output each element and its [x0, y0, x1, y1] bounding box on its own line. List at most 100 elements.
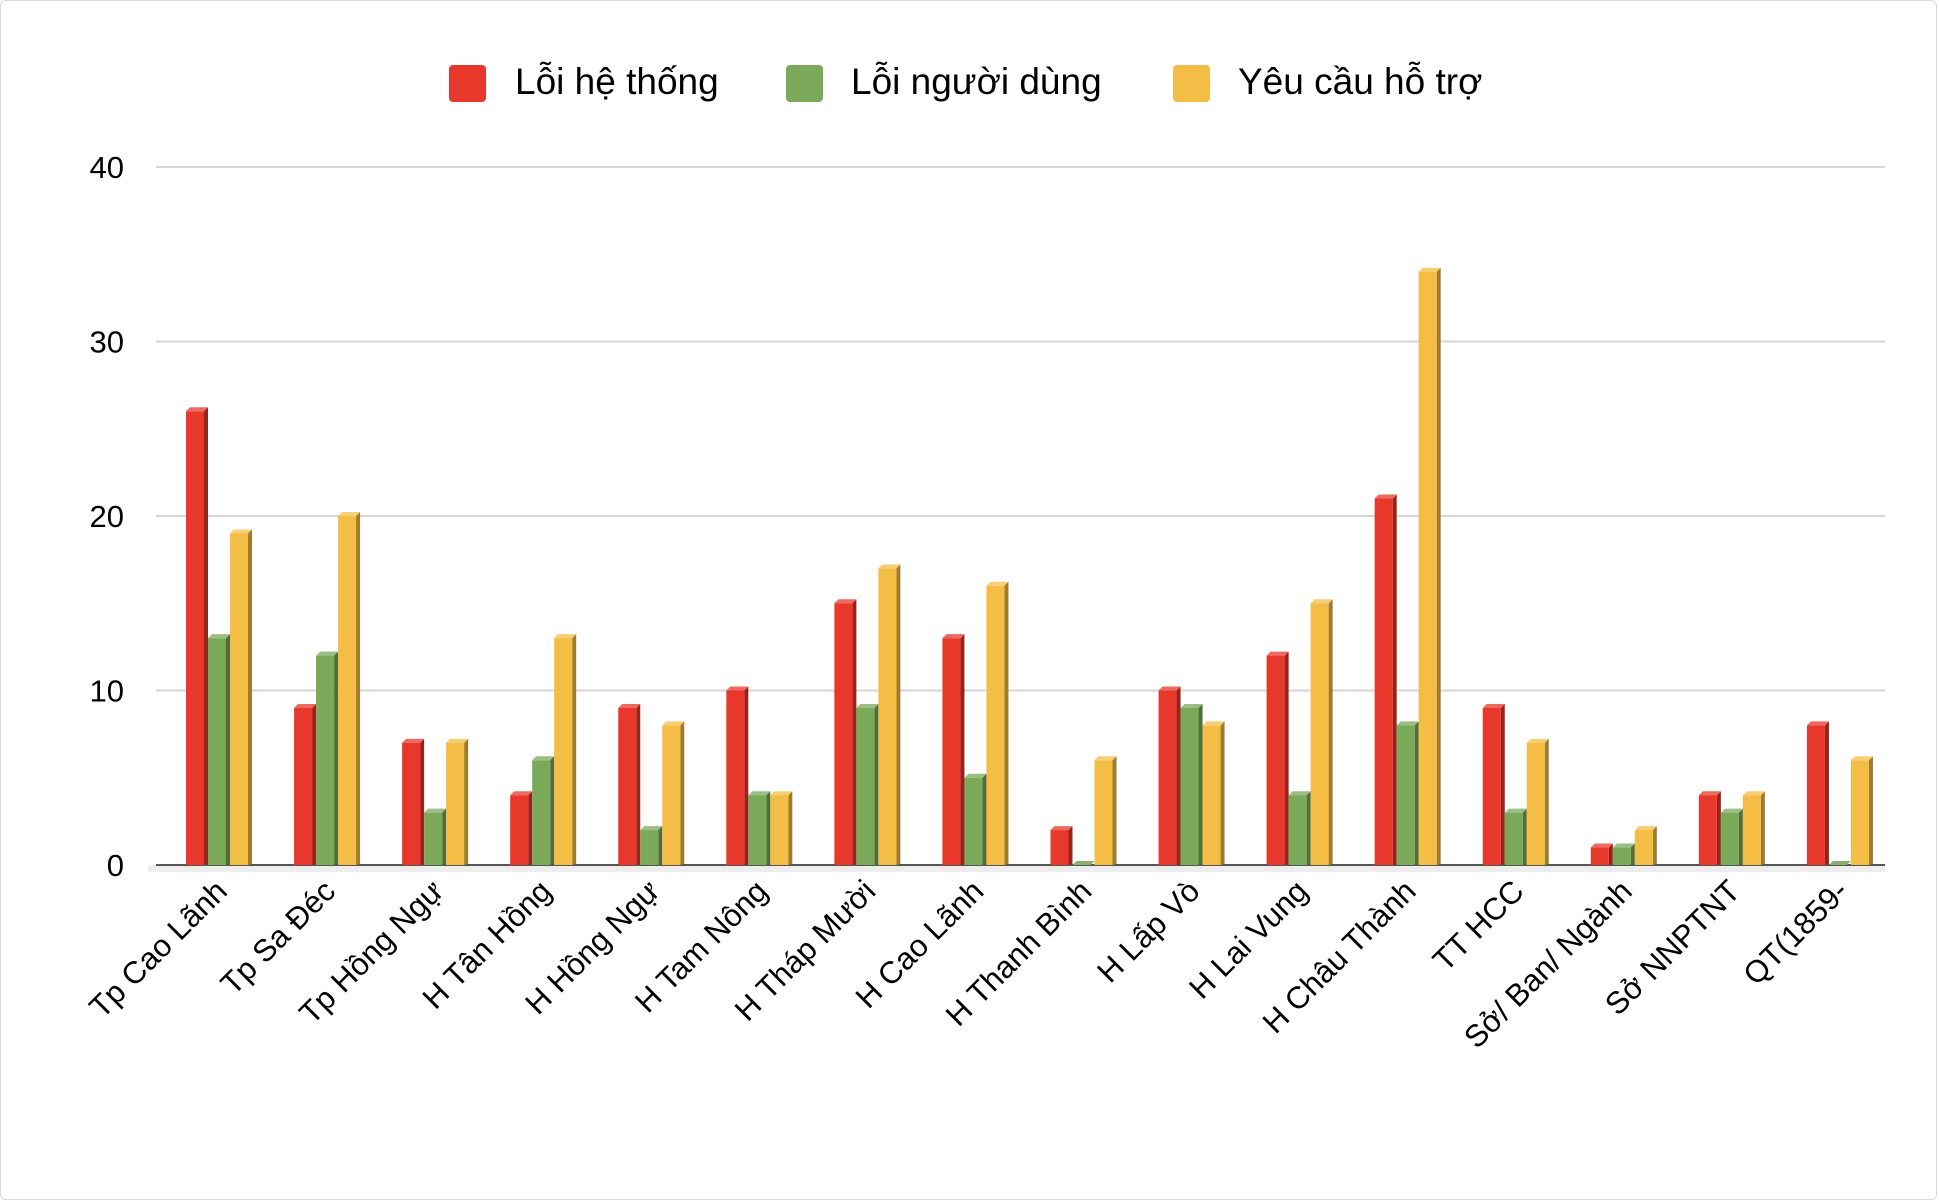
- bar: [770, 791, 793, 865]
- bars: [186, 267, 1873, 865]
- bar-front: [834, 603, 853, 865]
- bar-top: [1612, 843, 1635, 848]
- bar-top: [1698, 791, 1721, 796]
- bar: [294, 703, 317, 865]
- bar-side: [852, 599, 857, 865]
- bar-top: [424, 808, 447, 813]
- x-tick-label: QT(1859-: [1736, 873, 1855, 992]
- bar-top: [1180, 703, 1203, 708]
- bar-top: [662, 721, 685, 726]
- bar-side: [464, 738, 469, 865]
- bar: [1158, 686, 1181, 865]
- bar: [618, 703, 641, 865]
- bar: [510, 791, 533, 865]
- bar-front: [1526, 742, 1545, 865]
- bar-front: [446, 742, 465, 865]
- bar-top: [1094, 756, 1117, 761]
- bar: [1828, 861, 1851, 865]
- bar-side: [550, 756, 555, 865]
- bar-side: [636, 703, 641, 865]
- bar: [1180, 703, 1203, 865]
- bar-top: [770, 791, 793, 796]
- bar: [1806, 721, 1829, 865]
- bar-front: [1158, 690, 1177, 865]
- bar-front: [1374, 498, 1393, 865]
- bar: [1072, 861, 1095, 865]
- bar-front: [186, 411, 204, 865]
- bar-top: [834, 599, 857, 604]
- bar-side: [312, 703, 317, 865]
- bar-side: [1738, 808, 1743, 865]
- bar-top: [1828, 861, 1851, 865]
- bar: [402, 738, 425, 865]
- legend: Lỗi hệ thống Lỗi người dùng Yêu cầu hỗ trợ: [449, 61, 1482, 102]
- bar: [726, 686, 749, 865]
- bar-front: [964, 777, 983, 865]
- bar-front: [1418, 271, 1437, 865]
- bar-side: [1436, 267, 1441, 865]
- bar-side: [1608, 843, 1613, 865]
- bar-top: [1288, 791, 1311, 796]
- legend-label: Lỗi người dùng: [851, 61, 1102, 102]
- bar-front: [1742, 795, 1761, 865]
- bar-front: [856, 707, 875, 865]
- bar: [230, 529, 252, 865]
- bar-side: [1284, 651, 1289, 865]
- bar-front: [554, 638, 573, 865]
- bar: [1482, 703, 1505, 865]
- gridlines: [148, 166, 1885, 872]
- bar-front: [726, 690, 745, 865]
- bar-side: [1220, 721, 1225, 865]
- bar-side: [1652, 826, 1657, 865]
- bar-side: [1306, 791, 1311, 865]
- y-tick-label: 10: [90, 674, 124, 709]
- bar-top: [1266, 651, 1289, 656]
- bar-top: [1418, 267, 1441, 272]
- bar-top: [186, 407, 208, 412]
- bar-top: [1072, 861, 1095, 865]
- legend-label: Lỗi hệ thống: [515, 61, 719, 102]
- bar-side: [788, 791, 793, 865]
- y-tick-label: 0: [107, 848, 124, 883]
- bar: [1266, 651, 1289, 865]
- bar: [1288, 791, 1311, 865]
- bar-front: [1396, 725, 1415, 865]
- bar: [208, 634, 230, 865]
- bar-side: [1068, 826, 1073, 865]
- bar-top: [1720, 808, 1743, 813]
- y-tick-label: 20: [90, 499, 124, 534]
- y-axis: 0 10 20 30 40: [90, 150, 124, 883]
- bar: [554, 634, 577, 865]
- bar: [446, 738, 469, 865]
- bar-side: [744, 686, 749, 865]
- legend-swatch: [786, 65, 823, 102]
- bar-front: [748, 795, 767, 865]
- bar: [1850, 756, 1873, 865]
- bar-top: [748, 791, 771, 796]
- bar-front: [1288, 795, 1307, 865]
- bar: [1202, 721, 1225, 865]
- bar: [878, 564, 901, 865]
- bar-side: [960, 634, 965, 865]
- bar-side: [766, 791, 771, 865]
- bar: [1418, 267, 1441, 865]
- bar-side: [1716, 791, 1721, 865]
- x-tick-label: H Lấp Vò: [1090, 873, 1206, 989]
- bar-top: [878, 564, 901, 569]
- bar-side: [334, 651, 339, 865]
- bar: [1526, 738, 1549, 865]
- bar-side: [528, 791, 533, 865]
- y-tick-label: 30: [90, 325, 124, 360]
- bar: [1590, 843, 1613, 865]
- bar-front: [1266, 655, 1285, 865]
- bar-side: [874, 703, 879, 865]
- x-tick-label: TT HCC: [1426, 873, 1531, 978]
- bar: [1698, 791, 1721, 865]
- bar: [986, 581, 1009, 865]
- bar-side: [1522, 808, 1527, 865]
- bar-top: [446, 738, 469, 743]
- legend-item: Lỗi hệ thống: [449, 61, 719, 102]
- bar-top: [640, 826, 663, 831]
